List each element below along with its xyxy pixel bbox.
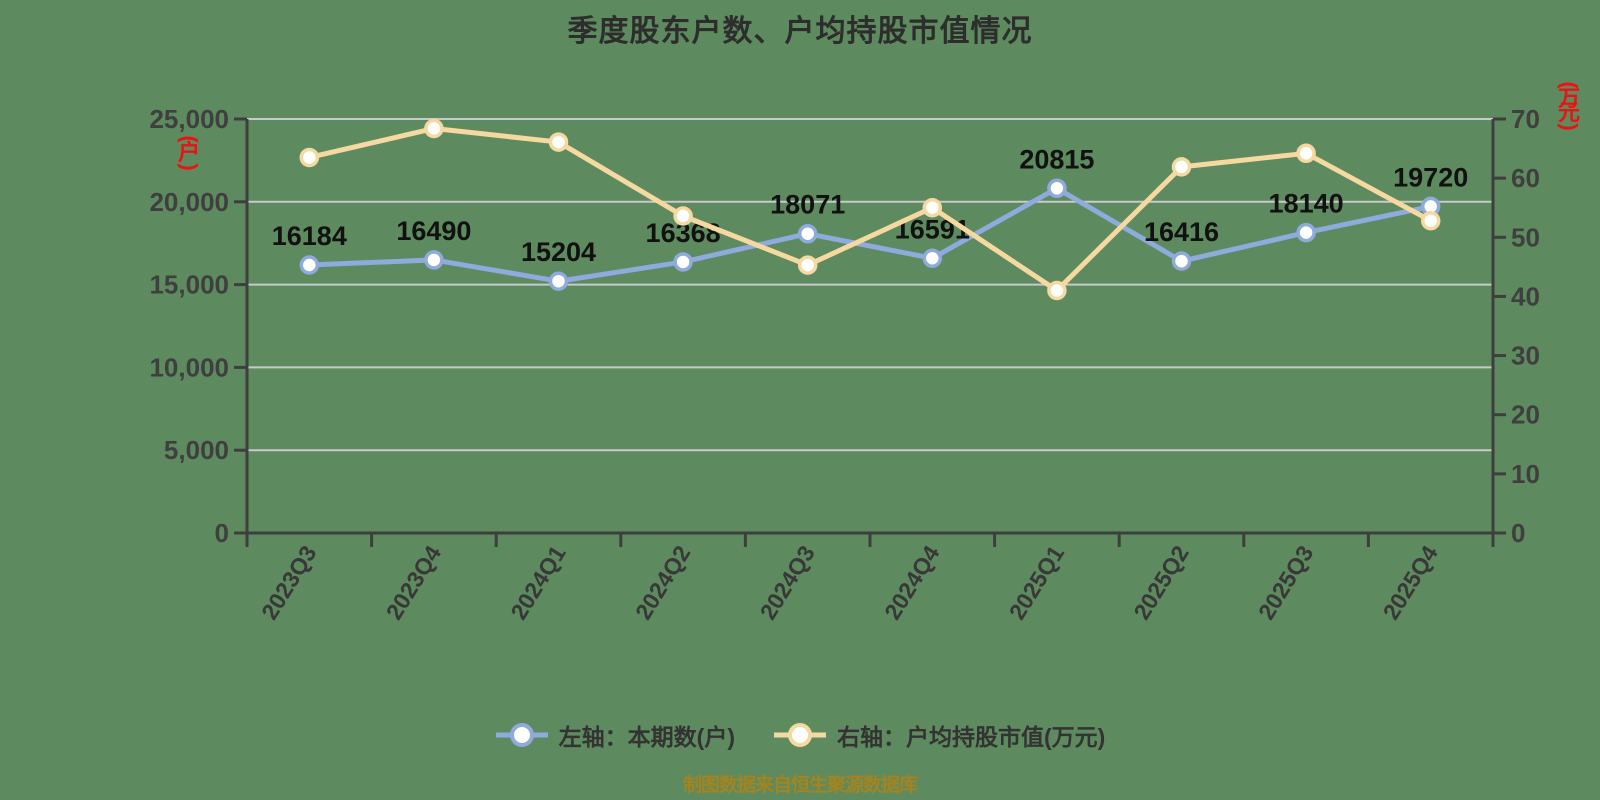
data-point-label: 19720	[1393, 162, 1468, 192]
data-point-marker[interactable]	[797, 255, 818, 275]
data-point-label: 20815	[1019, 144, 1094, 174]
right-axis-tick-label: 70	[1511, 104, 1540, 134]
x-axis-category-label: 2024Q1	[505, 541, 571, 624]
data-point-marker[interactable]	[1171, 157, 1192, 177]
right-axis-tick-label: 20	[1511, 400, 1540, 430]
data-point-label: 18071	[770, 190, 845, 220]
left-axis-tick-label: 20,000	[149, 187, 229, 217]
left-axis-tick-label: 25,000	[149, 104, 229, 134]
data-point-label: 16490	[396, 216, 471, 246]
right-axis-tick-label: 0	[1511, 518, 1525, 548]
x-axis-category-label: 2025Q1	[1004, 541, 1070, 624]
right-axis-tick-label: 60	[1511, 163, 1540, 193]
data-point-marker[interactable]	[424, 250, 444, 270]
data-point-marker[interactable]	[548, 271, 569, 291]
x-axis-category-label: 2025Q4	[1378, 541, 1444, 624]
x-axis-category-label: 2025Q3	[1253, 541, 1318, 624]
data-point-label: 18140	[1269, 189, 1344, 219]
right-axis-tick-label: 30	[1511, 341, 1540, 371]
right-axis-tick-label: 50	[1511, 222, 1540, 252]
data-point-marker[interactable]	[673, 206, 693, 226]
x-axis-category-label: 2024Q3	[755, 541, 820, 624]
data-source-note: 制图数据来自恒生聚源数据库	[682, 775, 918, 796]
left-axis-tick-label: 15,000	[149, 270, 229, 300]
data-point-marker[interactable]	[1296, 222, 1316, 243]
data-point-marker[interactable]	[299, 147, 320, 168]
right-axis-tick-label: 10	[1511, 459, 1540, 489]
data-point-marker[interactable]	[1171, 251, 1192, 271]
data-point-marker[interactable]	[299, 255, 320, 275]
blue-line-series-icon	[495, 723, 548, 747]
shareholder-count-line	[306, 185, 1434, 284]
data-point-marker[interactable]	[548, 132, 569, 152]
data-point-marker[interactable]	[1420, 210, 1441, 231]
legend-label-avg-market-value: 右轴：户均持股市值(万元)	[837, 724, 1106, 750]
chart-legend: 左轴：本期数(户) 右轴：户均持股市值(万元)	[0, 718, 1600, 752]
legend-item-shareholder-count[interactable]: 左轴：本期数(户)	[495, 718, 735, 752]
data-point-marker[interactable]	[1047, 280, 1067, 301]
legend-item-avg-market-value[interactable]: 右轴：户均持股市值(万元)	[773, 718, 1105, 752]
avg-market-value-line	[306, 125, 1434, 294]
x-axis-category-label: 2024Q2	[630, 541, 695, 624]
data-point-label: 15204	[521, 237, 596, 267]
data-point-marker[interactable]	[1047, 178, 1067, 199]
left-axis-tick-label: 10,000	[149, 352, 229, 382]
x-axis-category-label: 2025Q2	[1128, 541, 1193, 624]
chart-title: 季度股东户数、户均持股市值情况	[567, 15, 1033, 48]
left-axis-unit-label: (户)	[177, 135, 202, 171]
left-axis-tick-label: 5,000	[164, 435, 229, 465]
data-point-label: 16184	[272, 221, 347, 251]
left-axis-tick-label: 0	[215, 518, 229, 548]
data-point-marker[interactable]	[922, 197, 943, 218]
x-axis-category-label: 2024Q4	[879, 541, 945, 624]
data-point-marker[interactable]	[1296, 143, 1316, 164]
data-point-marker[interactable]	[922, 248, 943, 269]
data-point-marker[interactable]	[424, 118, 444, 139]
right-axis-unit-label: (万元)	[1557, 81, 1582, 131]
data-point-marker[interactable]	[673, 252, 693, 272]
data-point-marker[interactable]	[797, 223, 818, 244]
legend-label-shareholder-count: 左轴：本期数(户)	[558, 724, 735, 750]
data-point-label: 16416	[1144, 217, 1219, 247]
yellow-line-series-icon	[774, 723, 826, 747]
x-axis-category-label: 2023Q3	[256, 541, 321, 624]
right-axis-tick-label: 40	[1511, 281, 1540, 311]
x-axis-category-label: 2023Q4	[381, 541, 447, 624]
